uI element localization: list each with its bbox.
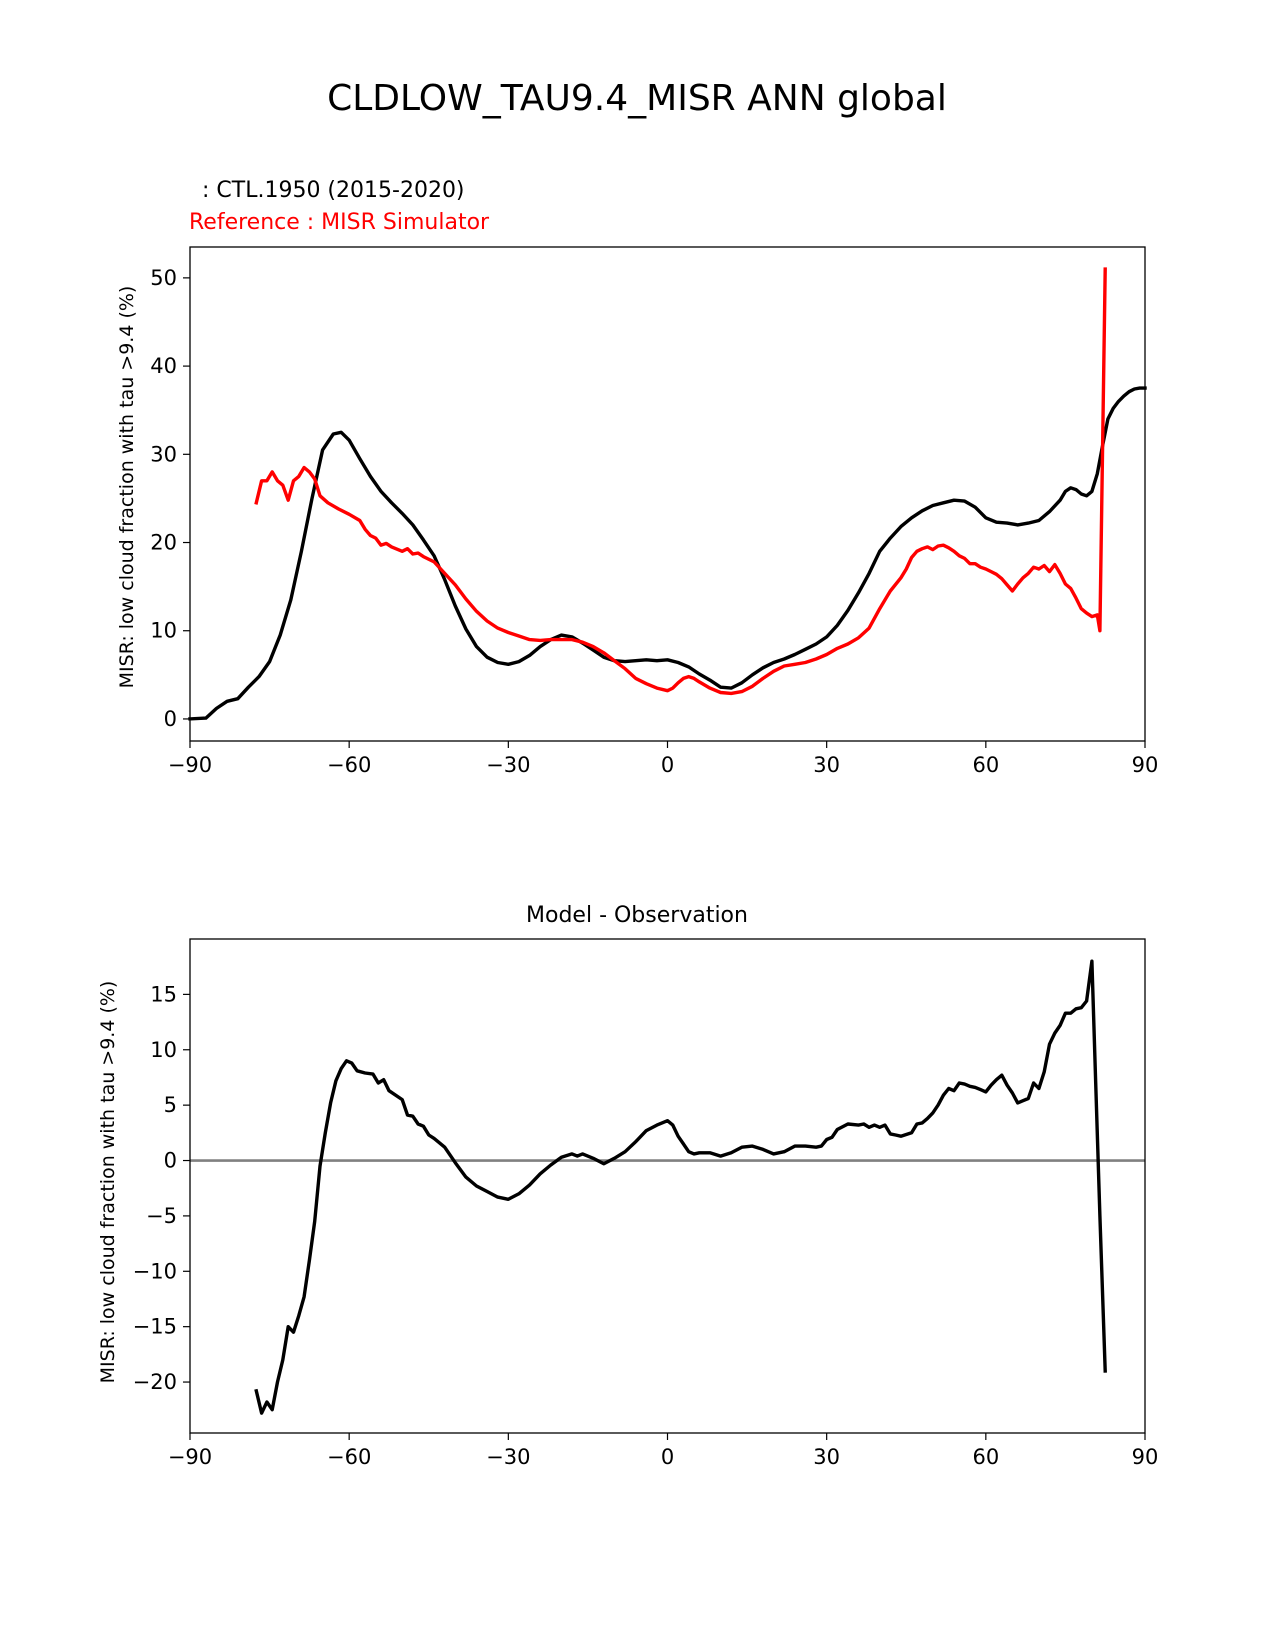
bottom-lines	[254, 959, 1107, 1415]
top-x-tick-label: 90	[1132, 753, 1159, 777]
bottom-y-tick-label: −5	[146, 1204, 177, 1228]
bottom-y-tick-label: 10	[150, 1038, 177, 1062]
top-x-tick-label: −30	[486, 753, 530, 777]
top-y-tick-label: 10	[150, 619, 177, 643]
bottom-x-tick-label: 30	[813, 1445, 840, 1469]
top-lines	[188, 267, 1147, 721]
top-y-tick-label: 50	[150, 266, 177, 290]
bottom-x-tick-label: −60	[327, 1445, 371, 1469]
top-x-tick-label: 30	[813, 753, 840, 777]
bottom-y-tick-label: −15	[133, 1315, 177, 1339]
figure-suptitle: CLDLOW_TAU9.4_MISR ANN global	[327, 78, 947, 119]
top-plot-frame	[189, 246, 1146, 742]
difference-title: Model - Observation	[526, 903, 748, 928]
bottom-x-tick-label: −30	[486, 1445, 530, 1469]
test-title: : CTL.1950 (2015-2020)	[202, 178, 465, 203]
bottom-plot-frame	[189, 938, 1146, 1434]
top-y-axis-label: MISR: low cloud fraction with tau >9.4 (…	[116, 286, 138, 689]
top-panel: : CTL.1950 (2015-2020) Reference : MISR …	[116, 178, 1158, 777]
reference-title: Reference : MISR Simulator	[189, 210, 490, 235]
top-ticks: −90 −60 −30 0 30 60 90 0 10 20 30 40 50	[150, 266, 1158, 777]
top-x-tick-label: 0	[661, 753, 674, 777]
bottom-x-tick-label: −90	[168, 1445, 212, 1469]
bottom-ticks: −90 −60 −30 0 30 60 90 −20 −15 −10 −5 0 5 10 15	[133, 982, 1159, 1469]
bottom-y-tick-label: −10	[133, 1259, 177, 1283]
bottom-y-tick-label: 15	[150, 982, 177, 1006]
top-y-tick-label: 30	[150, 442, 177, 466]
top-y-tick-label: 40	[150, 354, 177, 378]
bottom-x-tick-label: 60	[972, 1445, 999, 1469]
top-x-tick-label: −90	[168, 753, 212, 777]
difference-series-line	[254, 959, 1107, 1415]
bottom-y-tick-label: −20	[133, 1370, 177, 1394]
bottom-x-tick-label: 0	[661, 1445, 674, 1469]
top-y-tick-label: 0	[164, 707, 177, 731]
bottom-y-tick-label: 5	[164, 1093, 177, 1117]
bottom-panel: Model - Observation MISR: low cloud frac…	[97, 903, 1158, 1469]
bottom-y-tick-label: 0	[164, 1149, 177, 1173]
test-series-line	[188, 386, 1147, 721]
top-x-tick-label: 60	[972, 753, 999, 777]
top-x-tick-label: −60	[327, 753, 371, 777]
reference-series-line	[254, 267, 1107, 696]
bottom-y-axis-label: MISR: low cloud fraction with tau >9.4 (…	[97, 981, 119, 1384]
top-y-tick-label: 20	[150, 531, 177, 555]
bottom-x-tick-label: 90	[1132, 1445, 1159, 1469]
